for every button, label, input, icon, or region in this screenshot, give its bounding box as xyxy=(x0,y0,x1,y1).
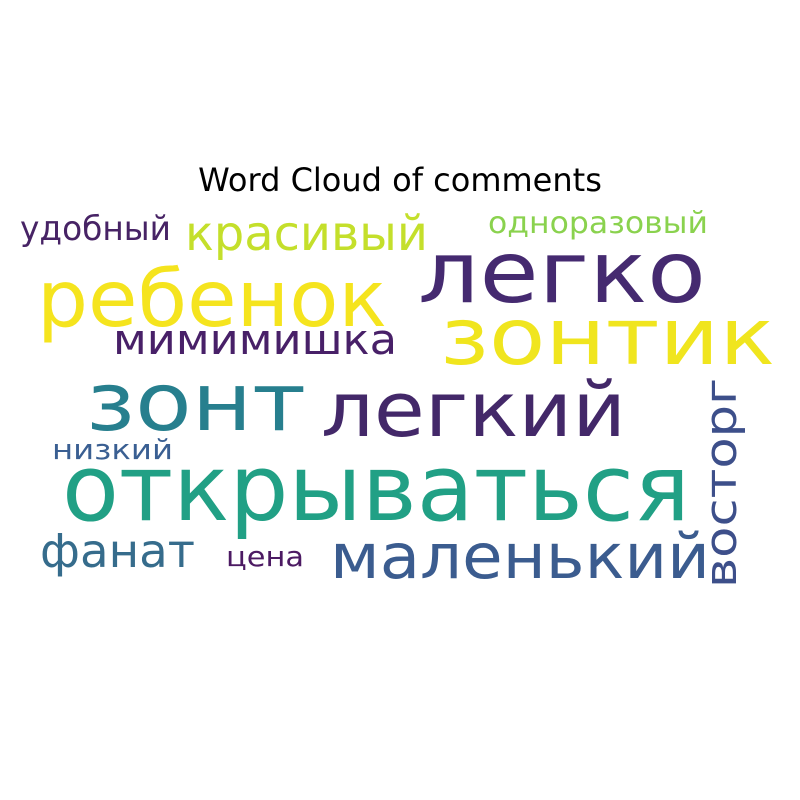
word-8: восторг xyxy=(696,378,747,588)
word-3: легко xyxy=(418,223,706,323)
word-11: фанат xyxy=(40,524,195,578)
word-4: ребенок xyxy=(37,255,387,345)
word-10: мимимишка xyxy=(113,315,397,364)
word-2: зонтик xyxy=(440,293,775,383)
word-15: цена xyxy=(226,540,304,573)
chart-title: Word Cloud of comments xyxy=(198,161,602,199)
word-13: одноразовый xyxy=(488,206,708,241)
word-12: удобный xyxy=(20,209,171,249)
word-1: открываться xyxy=(62,435,690,542)
word-6: зонт xyxy=(86,356,306,449)
word-14: низкий xyxy=(52,433,173,466)
word-9: красивый xyxy=(185,206,428,262)
word-5: легкий xyxy=(321,365,626,454)
word-7: маленький xyxy=(330,520,710,593)
